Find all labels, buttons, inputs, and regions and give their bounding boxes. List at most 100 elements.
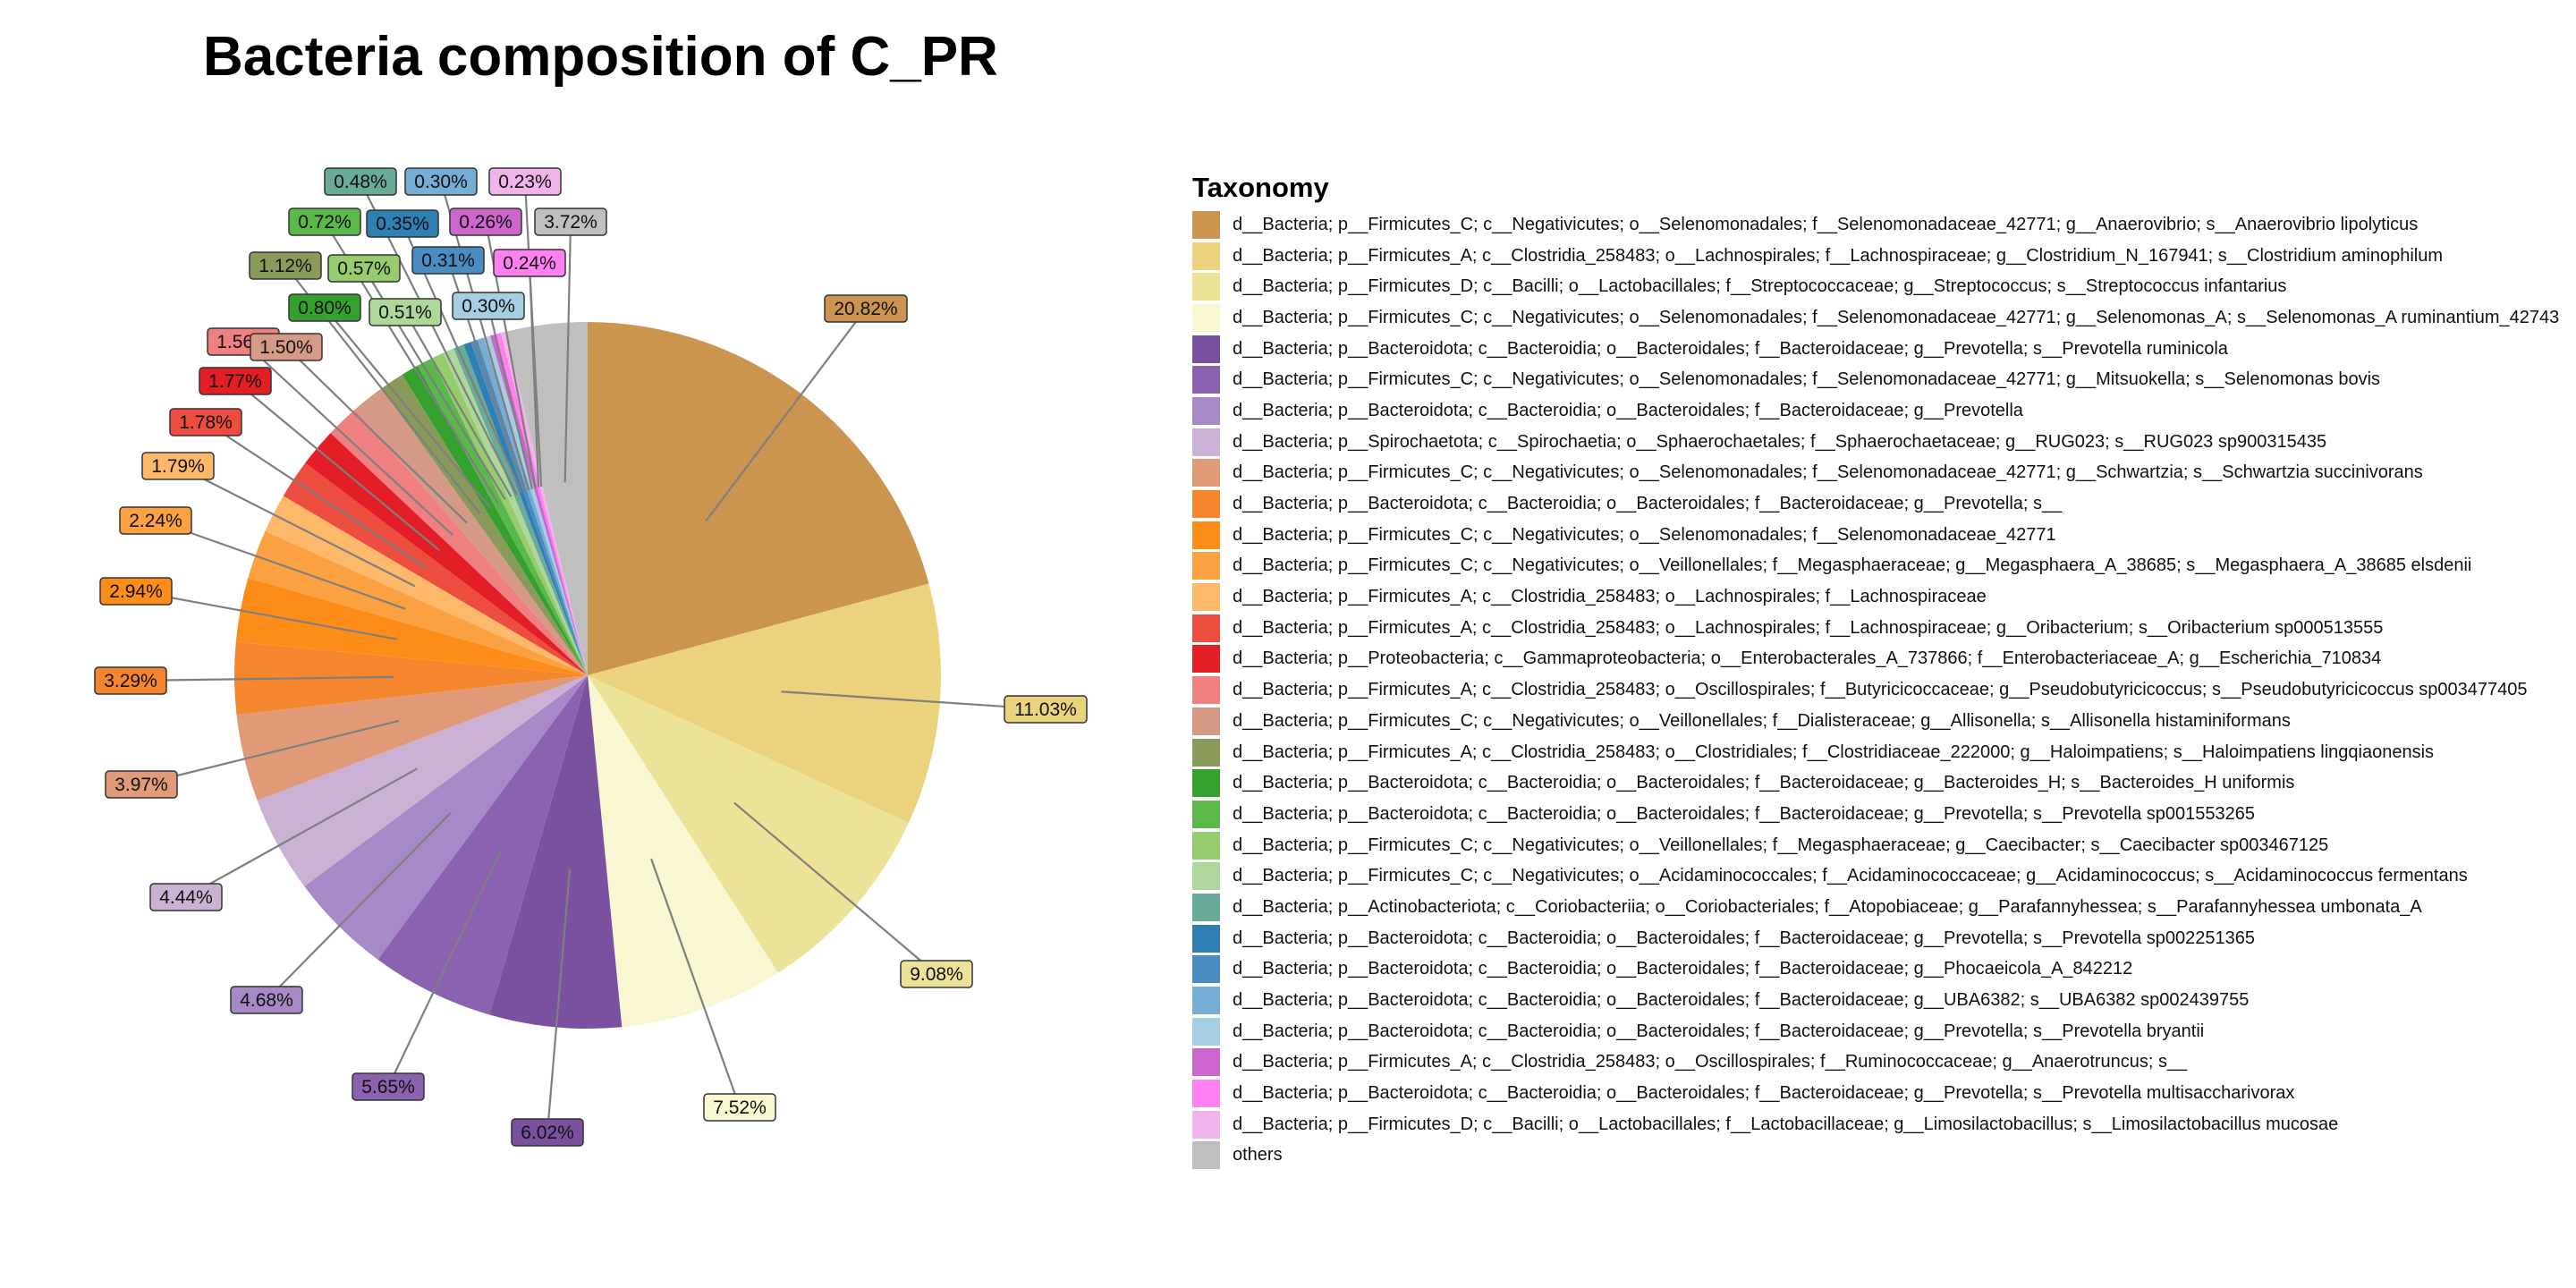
- slice-label-box: [105, 770, 178, 799]
- leader-line: [135, 589, 397, 640]
- legend-swatch: [1192, 831, 1220, 860]
- legend-label: d__Bacteria; p__Firmicutes_C; c__Negativ…: [1233, 866, 2468, 886]
- legend-swatch: [1192, 987, 1220, 1015]
- slice-label: 1.79%: [141, 452, 215, 480]
- legend-item: d__Bacteria; p__Bacteroidota; c__Bactero…: [1192, 985, 2559, 1016]
- legend-swatch: [1192, 707, 1220, 735]
- legend-item: d__Bacteria; p__Firmicutes_C; c__Negativ…: [1192, 364, 2559, 395]
- slice-label: 9.08%: [900, 960, 973, 988]
- legend-swatch: [1192, 862, 1220, 891]
- pie-slice: [381, 374, 588, 675]
- slice-label-text: 0.80%: [298, 298, 352, 318]
- slice-label-text: 0.30%: [462, 296, 515, 317]
- legend-label: d__Bacteria; p__Bacteroidota; c__Bactero…: [1233, 773, 2295, 793]
- leader-line: [546, 869, 572, 1133]
- slice-label-box: [703, 1093, 776, 1122]
- slice-label: 4.68%: [230, 986, 303, 1014]
- legend-label: d__Bacteria; p__Bacteroidota; c__Bactero…: [1233, 959, 2133, 979]
- pie-slice: [489, 675, 623, 1030]
- legend-swatch: [1192, 521, 1220, 549]
- slice-label-box: [141, 452, 215, 480]
- legend-swatch: [1192, 769, 1220, 798]
- slice-label: 2.24%: [119, 506, 192, 535]
- legend-label: d__Bacteria; p__Firmicutes_A; c__Clostri…: [1233, 741, 2435, 762]
- legend-swatch: [1192, 459, 1220, 487]
- legend-label: d__Bacteria; p__Firmicutes_A; c__Clostri…: [1233, 1052, 2188, 1072]
- slice-label: 4.44%: [149, 883, 223, 911]
- pie-slice: [305, 433, 588, 675]
- legend-item: d__Bacteria; p__Bacteroidota; c__Bactero…: [1192, 488, 2559, 520]
- legend-label: d__Bacteria; p__Firmicutes_C; c__Negativ…: [1233, 214, 2419, 234]
- legend-label: d__Bacteria; p__Actinobacteriota; c__Cor…: [1233, 896, 2422, 917]
- pie-slice: [355, 388, 588, 675]
- slice-label-text: 3.97%: [114, 775, 168, 795]
- legend-label: d__Bacteria; p__Firmicutes_C; c__Negativ…: [1233, 555, 2472, 576]
- legend-item: d__Bacteria; p__Firmicutes_C; c__Negativ…: [1192, 302, 2559, 334]
- slice-label-text: 2.94%: [109, 581, 163, 602]
- pie-slice: [431, 352, 588, 675]
- slice-label-box: [288, 208, 361, 236]
- legend-label: d__Bacteria; p__Proteobacteria; c__Gamma…: [1233, 648, 2382, 669]
- slice-label-text: 0.57%: [337, 258, 391, 279]
- legend-item: d__Bacteria; p__Bacteroidota; c__Bactero…: [1192, 767, 2559, 799]
- slice-label: 0.26%: [449, 208, 522, 236]
- pie-slice: [443, 348, 588, 675]
- legend-swatch: [1192, 924, 1220, 953]
- slice-label: 0.35%: [366, 209, 439, 238]
- slice-label-box: [404, 167, 478, 196]
- slice-label-text: 1.77%: [208, 371, 262, 392]
- slice-label-box: [900, 960, 973, 988]
- legend-label: d__Bacteria; p__Bacteroidota; c__Bactero…: [1233, 400, 2023, 420]
- legend-swatch: [1192, 1017, 1220, 1046]
- leader-line: [387, 849, 503, 1088]
- slice-label-text: 0.26%: [459, 212, 513, 233]
- slice-label: 11.03%: [1004, 695, 1088, 724]
- slice-label: 6.02%: [511, 1118, 584, 1147]
- slice-label-box: [149, 883, 223, 911]
- slice-label-box: [249, 251, 322, 280]
- slice-label-text: 4.44%: [159, 887, 213, 908]
- slice-label-box: [94, 666, 167, 695]
- slice-label-box: [324, 167, 397, 196]
- slice-label-box: [119, 506, 192, 535]
- legend-item: d__Bacteria; p__Firmicutes_D; c__Bacilli…: [1192, 271, 2559, 302]
- slice-label-box: [99, 577, 173, 606]
- slice-label: 5.65%: [352, 1072, 425, 1101]
- slice-label: 0.23%: [488, 167, 562, 196]
- legend-item: others: [1192, 1140, 2559, 1172]
- pie-slice: [235, 578, 588, 675]
- pie-slice: [588, 675, 779, 1028]
- slice-label: 0.24%: [493, 249, 566, 277]
- slice-label-text: 1.12%: [258, 256, 312, 276]
- legend-swatch: [1192, 1141, 1220, 1170]
- legend-item: d__Bacteria; p__Bacteroidota; c__Bactero…: [1192, 334, 2559, 365]
- leader-line: [523, 181, 543, 487]
- pie-slice: [234, 641, 588, 716]
- legend-label: d__Bacteria; p__Firmicutes_C; c__Negativ…: [1233, 835, 2329, 855]
- legend-item: d__Bacteria; p__Bacteroidota; c__Bactero…: [1192, 923, 2559, 954]
- slice-label-text: 11.03%: [1014, 699, 1077, 720]
- pie-slices: [234, 322, 941, 1030]
- legend-swatch: [1192, 583, 1220, 612]
- slice-label-text: 7.52%: [713, 1097, 767, 1118]
- slice-label: 3.29%: [94, 666, 167, 695]
- legend-label: d__Bacteria; p__Spirochaetota; c__Spiroc…: [1233, 431, 2327, 452]
- leader-line: [140, 719, 400, 786]
- legend-label: d__Bacteria; p__Firmicutes_A; c__Clostri…: [1233, 680, 2528, 700]
- legend-swatch: [1192, 738, 1220, 767]
- legend-label: d__Bacteria; p__Firmicutes_C; c__Negativ…: [1233, 524, 2056, 545]
- slice-label-text: 20.82%: [834, 299, 897, 319]
- leader-line: [130, 675, 394, 682]
- legend-swatch: [1192, 676, 1220, 705]
- slice-label-text: 1.78%: [179, 412, 233, 433]
- legend-item: d__Bacteria; p__Spirochaetota; c__Spiroc…: [1192, 427, 2559, 458]
- pie-slice: [463, 342, 588, 675]
- slice-label-box: [366, 209, 439, 238]
- legend-item: d__Bacteria; p__Firmicutes_C; c__Negativ…: [1192, 860, 2559, 892]
- legend-label: d__Bacteria; p__Firmicutes_A; c__Clostri…: [1233, 617, 2384, 638]
- legend-item: d__Bacteria; p__Bacteroidota; c__Bactero…: [1192, 1016, 2559, 1047]
- legend-item: d__Bacteria; p__Firmicutes_C; c__Negativ…: [1192, 551, 2559, 582]
- legend-item: d__Bacteria; p__Firmicutes_C; c__Negativ…: [1192, 520, 2559, 551]
- slice-label-text: 3.72%: [544, 212, 597, 233]
- legend-label: d__Bacteria; p__Firmicutes_C; c__Negativ…: [1233, 710, 2291, 731]
